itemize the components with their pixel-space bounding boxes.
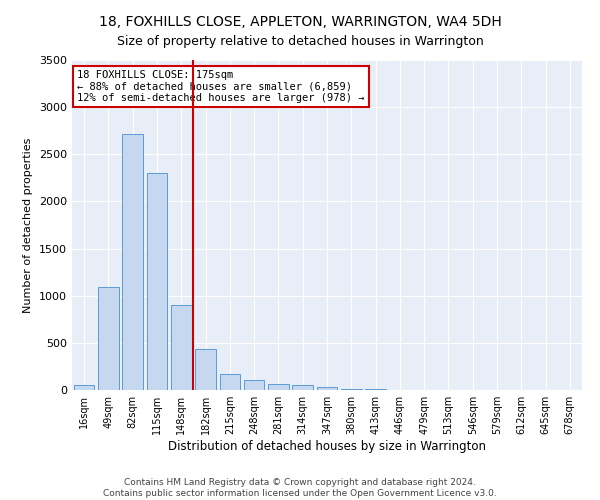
- Bar: [171, 305, 191, 390]
- Bar: [74, 386, 94, 390]
- Bar: [317, 387, 337, 390]
- Y-axis label: Number of detached properties: Number of detached properties: [23, 138, 34, 312]
- Bar: [122, 134, 143, 390]
- Bar: [268, 384, 289, 390]
- Bar: [365, 389, 386, 390]
- Text: Contains HM Land Registry data © Crown copyright and database right 2024.
Contai: Contains HM Land Registry data © Crown c…: [103, 478, 497, 498]
- Bar: [341, 388, 362, 390]
- Bar: [195, 350, 216, 390]
- X-axis label: Distribution of detached houses by size in Warrington: Distribution of detached houses by size …: [168, 440, 486, 453]
- Bar: [244, 380, 265, 390]
- Bar: [292, 386, 313, 390]
- Bar: [146, 173, 167, 390]
- Text: Size of property relative to detached houses in Warrington: Size of property relative to detached ho…: [116, 35, 484, 48]
- Text: 18, FOXHILLS CLOSE, APPLETON, WARRINGTON, WA4 5DH: 18, FOXHILLS CLOSE, APPLETON, WARRINGTON…: [98, 15, 502, 29]
- Bar: [98, 287, 119, 390]
- Bar: [220, 374, 240, 390]
- Text: 18 FOXHILLS CLOSE: 175sqm
← 88% of detached houses are smaller (6,859)
12% of se: 18 FOXHILLS CLOSE: 175sqm ← 88% of detac…: [77, 70, 365, 103]
